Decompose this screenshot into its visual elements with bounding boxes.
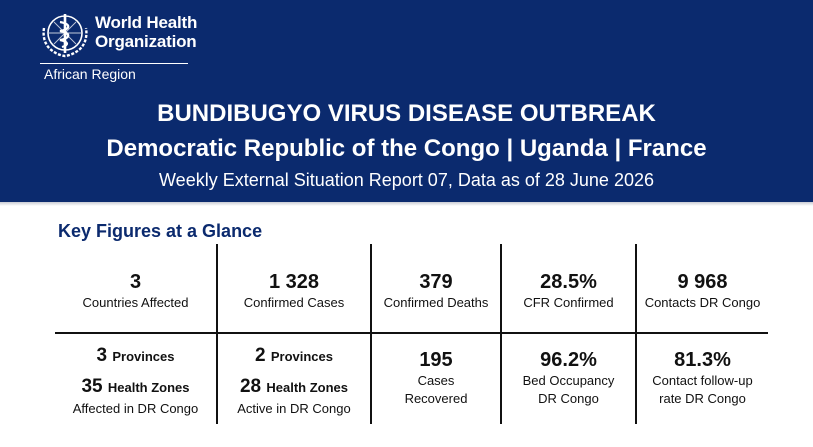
grid-divider (216, 244, 218, 424)
org-name: World Health Organization (95, 13, 197, 51)
who-logo: World Health Organization African Region (40, 8, 197, 88)
figure-label: Countries Affected (82, 295, 189, 310)
figure-label-line2: rate DR Congo (659, 391, 746, 406)
figure-label: Confirmed Cases (243, 295, 345, 310)
figure-recovered: 195 Cases Recovered (372, 348, 500, 408)
figure-active-areas: 2 Provinces 28 Health Zones Active in DR… (218, 344, 370, 418)
figure-value: 379 (419, 271, 453, 293)
banner-shadow (0, 202, 813, 206)
grid-divider (370, 244, 372, 424)
provinces-word: Provinces (112, 349, 175, 364)
figure-label: Active in DR Congo (237, 401, 351, 416)
figure-value: 96.2% (540, 349, 597, 371)
figure-cfr: 28.5% CFR Confirmed (502, 270, 635, 312)
figure-label-line1: Bed Occupancy (522, 373, 615, 388)
provinces-word: Provinces (270, 349, 333, 364)
health-zones-affected: 35 Health Zones (55, 375, 216, 400)
report-title: BUNDIBUGYO VIRUS DISEASE OUTBREAK (157, 100, 656, 127)
figure-value: 195 (419, 349, 453, 371)
health-zones-count: 28 (239, 376, 262, 397)
figure-label-line1: Contact follow-up (652, 373, 753, 388)
health-zones-count: 35 (81, 376, 103, 397)
region-label: African Region (44, 66, 136, 82)
provinces-affected: 3 Provinces (55, 344, 216, 369)
figure-label-line2: DR Congo (538, 391, 599, 406)
figure-countries: 3 Countries Affected (55, 270, 216, 312)
grid-divider (500, 244, 502, 424)
figure-label: CFR Confirmed (523, 295, 614, 310)
health-zones-word: Health Zones (266, 380, 349, 395)
grid-row-divider (55, 332, 768, 334)
who-emblem-icon (42, 14, 88, 58)
health-zones-active: 28 Health Zones (218, 375, 370, 400)
report-subtitle: Weekly External Situation Report 07, Dat… (159, 170, 654, 190)
figure-value: 3 (129, 271, 142, 293)
figure-value: 28.5% (540, 271, 597, 293)
logo-divider (40, 63, 188, 64)
grid-divider (635, 244, 637, 424)
header-banner: World Health Organization African Region… (0, 0, 813, 202)
figure-label-line2: Recovered (404, 391, 468, 406)
report-countries: Democratic Republic of the Congo | Ugand… (106, 135, 707, 162)
figure-affected-areas: 3 Provinces 35 Health Zones Affected in … (55, 344, 216, 418)
health-zones-word: Health Zones (107, 380, 190, 395)
figure-value: 1 328 (268, 271, 320, 293)
figure-followup-rate: 81.3% Contact follow-up rate DR Congo (637, 348, 768, 408)
figure-bed-occupancy: 96.2% Bed Occupancy DR Congo (502, 348, 635, 408)
figure-confirmed-cases: 1 328 Confirmed Cases (218, 270, 370, 312)
provinces-count: 3 (96, 345, 108, 366)
section-title: Key Figures at a Glance (58, 221, 263, 241)
figure-contacts: 9 968 Contacts DR Congo (637, 270, 768, 312)
key-figures-grid: 3 Countries Affected 1 328 Confirmed Cas… (55, 244, 768, 424)
figure-label: Confirmed Deaths (383, 295, 489, 310)
figure-confirmed-deaths: 379 Confirmed Deaths (372, 270, 500, 312)
figure-label: Contacts DR Congo (644, 295, 761, 310)
figure-label-line1: Cases (417, 373, 455, 388)
provinces-count: 2 (254, 345, 266, 366)
figure-value: 81.3% (674, 349, 731, 371)
org-name-line2: Organization (95, 32, 197, 51)
figure-label: Affected in DR Congo (72, 401, 199, 416)
figure-value: 9 968 (677, 271, 728, 293)
provinces-active: 2 Provinces (218, 344, 370, 369)
org-name-line1: World Health (95, 13, 198, 32)
